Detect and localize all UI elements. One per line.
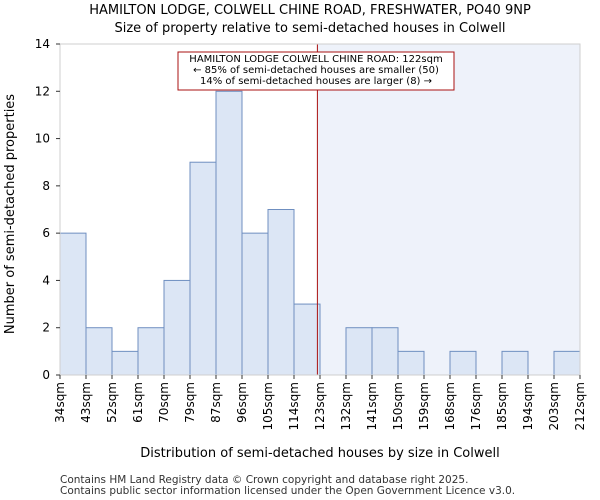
chart-title-line2: Size of property relative to semi-detach… [114,21,505,36]
y-tick-label-8: 8 [42,179,50,193]
x-tick-label-141sqm: 141sqm [365,382,379,430]
bar-43sqm [85,327,113,376]
x-tick-label-176sqm: 176sqm [469,382,483,430]
x-axis-label: Distribution of semi-detached houses by … [140,446,499,461]
x-tick-label-203sqm: 203sqm [547,382,561,430]
x-tick-label-212sqm: 212sqm [573,382,587,430]
x-tick-label-43sqm: 43sqm [79,382,93,423]
annotation-border [177,51,455,91]
x-tick-label-150sqm: 150sqm [391,382,405,430]
x-tick-label-194sqm: 194sqm [521,382,535,430]
x-tick-label-34sqm: 34sqm [53,382,67,423]
x-tick-label-123sqm: 123sqm [313,382,327,430]
x-tick-label-105sqm: 105sqm [261,382,275,430]
footer-line2: Contains public sector information licen… [60,485,516,497]
bar-79sqm [189,161,217,376]
bar-114sqm [293,303,321,376]
x-tick-label-70sqm: 70sqm [157,382,171,423]
bar-132sqm [345,327,373,376]
annotation-line2: ← 85% of semi-detached houses are smalle… [193,65,439,76]
bar-70sqm [163,279,191,376]
y-tick-label-0: 0 [42,368,50,382]
bar-150sqm [397,350,425,376]
y-tick-label-4: 4 [42,273,50,287]
x-tick-label-132sqm: 132sqm [339,382,353,430]
x-tick-label-168sqm: 168sqm [443,382,457,430]
y-tick-label-10: 10 [35,132,50,146]
x-tick-label-96sqm: 96sqm [235,382,249,423]
x-tick-label-61sqm: 61sqm [131,382,145,423]
bar-141sqm [371,327,399,376]
x-tick-label-87sqm: 87sqm [209,382,223,423]
x-tick-label-185sqm: 185sqm [495,382,509,430]
x-tick-label-114sqm: 114sqm [287,382,301,430]
y-tick-label-12: 12 [35,84,50,98]
y-tick-label-14: 14 [35,37,50,51]
y-tick-label-6: 6 [42,226,50,240]
y-axis-label: Number of semi-detached properties [3,94,18,334]
y-tick-label-2: 2 [42,321,50,335]
bar-61sqm [137,327,165,376]
bar-52sqm [111,350,139,376]
x-tick-label-79sqm: 79sqm [183,382,197,423]
x-tick-label-52sqm: 52sqm [105,382,119,423]
annotation-line3: 14% of semi-detached houses are larger (… [200,76,432,87]
bar-87sqm [215,90,243,376]
bar-96sqm [241,232,269,376]
bars-group [59,90,581,376]
bar-185sqm [501,350,529,376]
bar-105sqm [267,209,295,376]
bar-203sqm [553,350,581,376]
y-axis-ticks: 0 2 4 6 8 10 12 14 [35,37,60,382]
x-axis-ticks: 34sqm 43sqm 52sqm 61sqm 70sqm 79sqm 87sqm 96sqm… [53,375,587,430]
bar-168sqm [449,350,477,376]
x-tick-label-159sqm: 159sqm [417,382,431,430]
bar-34sqm [59,232,87,376]
annotation-box: HAMILTON LODGE COLWELL CHINE ROAD: 122sq… [177,51,455,91]
footer-line1: Contains HM Land Registry data © Crown c… [60,474,469,486]
annotation-line1: HAMILTON LODGE COLWELL CHINE ROAD: 122sq… [189,54,442,65]
highlight-region [317,44,580,375]
chart-title-line1: HAMILTON LODGE, COLWELL CHINE ROAD, FRES… [89,3,531,18]
